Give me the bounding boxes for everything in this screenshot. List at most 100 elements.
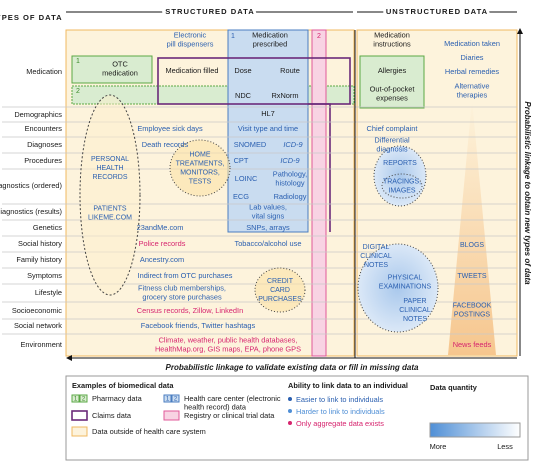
pharmacy-box [359,55,425,109]
cell-text-line: Climate, weather, public health database… [159,335,298,344]
legend-label: Only aggregate data exists [296,419,384,428]
cell-text: Visit type and time [238,124,298,133]
cell-text-line: CREDIT [267,278,294,285]
cell-text-line: RxNorm [271,91,298,100]
row-label: Symptoms [27,271,62,280]
legend-dot [288,397,292,401]
arrowhead [66,355,72,361]
cell-text-line: Differential [374,135,410,144]
row-label: Social network [14,321,62,330]
pharmacy-box [71,55,153,84]
cell-text: 1 [231,33,235,40]
cell-text-line: expenses [376,93,408,102]
legend-label-line: health record) data [184,402,247,411]
cell-text: Ancestry.com [140,255,184,264]
legend-label: Pharmacy data [92,394,143,403]
cell-text-line: PURCHASES [258,296,302,303]
cell-text: Medication taken [444,39,500,48]
cell-text-line: CARD [270,287,290,294]
cell-text-line: TESTS [189,178,212,185]
cell-text: 2 [317,33,321,40]
cell-text-line: Employee sick days [137,124,203,133]
legend-label: Registry or clinical trial data [184,411,275,420]
cell-text-line: Dose [234,66,251,75]
cell-text-line: ICD-9 [280,156,299,165]
legend-label: Claims data [92,411,132,420]
cell-text: SNPs, arrays [246,223,290,232]
legend-title: Ability to link data to an individual [288,381,408,390]
health-center-box [227,29,309,233]
cell-text: Diaries [461,53,484,62]
cell-text-line: PHYSICAL [388,274,423,281]
cell-text: Police records [139,239,186,248]
cell-text: Chief complaint [367,124,418,133]
row-label: Social history [18,239,62,248]
legend-label: Less [497,442,513,451]
row-label: Encounters [25,124,63,133]
cell-text: Climate, weather, public health database… [155,335,301,353]
cell-text: HL7 [261,109,275,118]
cell-text: Indirect from OTC purchases [138,271,233,280]
cell-text-line: ICD-9 [283,140,302,149]
row-label: Diagnostics (results) [0,207,62,216]
cell-text-line: therapies [457,90,488,99]
cell-text-line: Death records [142,140,189,149]
cell-text-line: Electronic [174,30,207,39]
cell-text-line: Medication [252,30,288,39]
cell-text-line: DIGITAL [363,244,390,251]
cell-text-line: NDC [235,91,252,100]
legend-icon-number: 2 [174,397,178,403]
legend-icon-number: 1 [166,397,170,403]
cell-text-line: CPT [234,156,249,165]
row-label: Demographics [14,110,62,119]
cell-text: ICD-9 [280,156,299,165]
claims-box [157,57,351,105]
cell-text-line: CLINICAL [360,253,392,260]
cell-text: Out-of-pocket expenses [370,84,415,102]
row-label: Medication [26,67,62,76]
cell-text-line: News feeds [453,340,492,349]
cell-text-line: REPORTS [383,160,417,167]
ellipse [381,173,423,199]
claims-box [308,103,331,232]
cell-text: Tobacco/alcohol use [235,239,302,248]
legend-icon [71,426,88,437]
cell-text: ICD-9 [283,140,302,149]
legend-box [65,375,529,461]
cell-text: Death records [142,140,189,149]
cell-text-line: instructions [373,39,411,48]
ellipse [169,139,231,197]
cell-text-line: Radiology [274,192,307,201]
row-label: Diagnostics (ordered) [0,181,62,190]
cell-text-line: Indirect from OTC purchases [138,271,233,280]
cell-text-line: Medication taken [444,39,500,48]
cell-text: DIGITAL CLINICAL NOTES [360,244,392,269]
bottom-label: Probabilistic linkage to validate existi… [166,363,420,372]
cell-text-line: Herbal remedies [445,67,500,76]
cell-text: 23andMe.com [137,223,184,232]
legend-icon [171,394,180,403]
cell-text: Differential diagnosis [374,135,410,153]
cell-text-line: 2 [317,33,321,40]
legend-icon [71,394,80,403]
cell-text-line: Pathology, [273,169,307,178]
cell-text: PAPER CLINICAL NOTES [399,298,431,323]
cell-text: Pathology, histology [273,169,307,187]
cell-text-line: Police records [139,239,186,248]
legend-title: Data quantity [430,383,478,392]
cell-text-line: pill dispensers [167,39,214,48]
cell-text-line: Medication filled [166,66,219,75]
legend-icon-number: 1 [74,397,78,403]
cell-text-line: FACEBOOK [453,302,492,309]
cell-text-line: OTC [112,59,128,68]
quantity-bar [429,422,521,438]
cell-text-line: Diaries [461,53,484,62]
cell-text: REPORTS [383,160,417,167]
ellipse [79,94,141,296]
cell-text: Medication instructions [373,30,411,48]
cell-text-line: LIKEME.COM [88,214,132,221]
cell-text-line: Alternative [455,81,490,90]
cell-text: LOINC [235,174,258,183]
cell-text-line: LOINC [235,174,258,183]
